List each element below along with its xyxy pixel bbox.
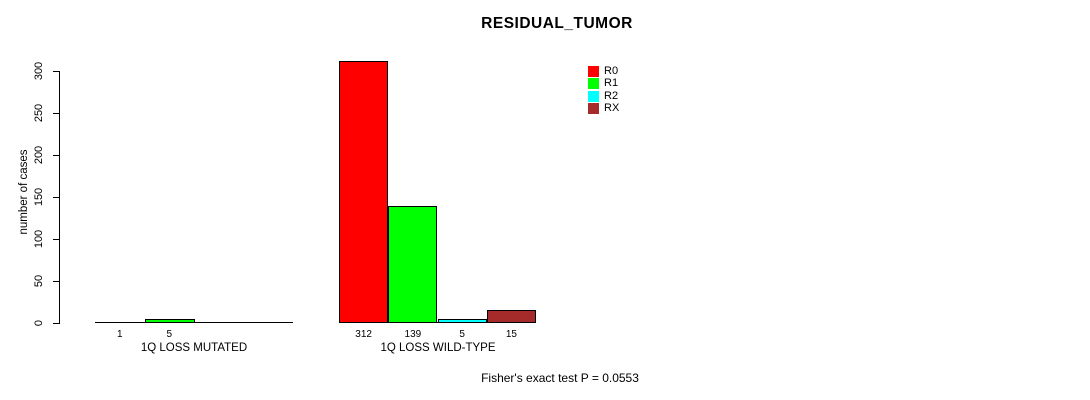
y-tick-label-300: 300	[33, 61, 45, 81]
y-tick-mark-100	[53, 238, 59, 240]
y-axis-label: number of cases	[18, 149, 30, 235]
legend-swatch-R1	[588, 78, 599, 90]
legend-swatch-R2	[588, 90, 599, 102]
bar-R1-group2	[388, 206, 437, 323]
group-label-mutated: 1Q LOSS MUTATED	[140, 342, 248, 354]
legend-label-R2: R2	[604, 89, 619, 102]
bar-R0-group2	[339, 61, 388, 323]
legend-label-R1: R1	[604, 77, 619, 90]
chart-title: RESIDUAL_TUMOR	[481, 15, 633, 32]
legend-label-RX: RX	[604, 102, 620, 115]
group2-baseline	[339, 322, 536, 323]
y-tick-label-0: 0	[33, 319, 45, 327]
y-tick-label-150: 150	[33, 187, 45, 207]
y-tick-mark-0	[53, 322, 59, 324]
bar-value-R1-group1: 5	[166, 329, 173, 340]
bar-R0-group1	[95, 322, 145, 323]
group-label-wild-type: 1Q LOSS WILD-TYPE	[380, 342, 496, 354]
y-tick-mark-50	[53, 280, 59, 282]
bar-R1-group1	[145, 319, 195, 323]
bar-R2-group2	[438, 319, 487, 323]
legend-swatch-R0	[588, 66, 599, 77]
y-tick-mark-200	[53, 154, 59, 156]
y-tick-mark-150	[53, 196, 59, 198]
y-tick-label-50: 50	[33, 274, 45, 288]
bar-value-R0-group1: 1	[116, 329, 123, 340]
y-tick-label-100: 100	[33, 229, 45, 249]
y-tick-label-200: 200	[33, 145, 45, 165]
y-tick-mark-250	[53, 112, 59, 114]
bar-value-RX-group2: 15	[505, 329, 517, 340]
legend-swatch-RX	[588, 103, 599, 115]
bar-RX-group2	[487, 310, 536, 323]
bar-value-R2-group2: 5	[459, 329, 465, 340]
y-tick-label-250: 250	[33, 103, 45, 123]
y-tick-mark-300	[53, 70, 59, 72]
fisher-test-annotation: Fisher's exact test P = 0.0553	[481, 371, 639, 385]
bar-value-R0-group2: 312	[355, 329, 372, 340]
legend-label-R0: R0	[604, 65, 619, 77]
bar-value-R1-group2: 139	[404, 329, 422, 340]
y-axis-line	[59, 71, 60, 324]
